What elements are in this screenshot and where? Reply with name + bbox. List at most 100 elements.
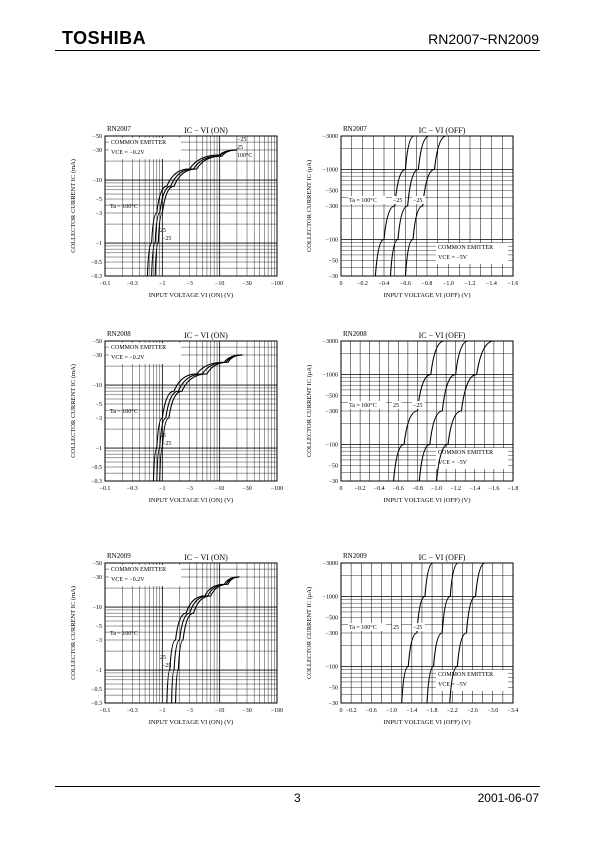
plot-frame xyxy=(104,135,278,277)
chart-6: 0 −0.2 −0.6 −1.0 −1.4 −1.8 −2.2 −2.6 −3.0 −3.4 −30… xyxy=(306,552,519,726)
series-line-1 xyxy=(374,135,415,277)
y-axis-label: COLLECTOR CURRENT IC (mA) xyxy=(70,159,77,253)
y-tick-label: −3 xyxy=(96,211,102,217)
x-axis-label: INPUT VOLTAGE VI (ON) (V) xyxy=(149,292,233,299)
y-tick-label: −30 xyxy=(329,274,338,280)
page-number: 3 xyxy=(294,791,301,805)
curve-labels: Ta = 100°C 25 −25 xyxy=(110,630,171,669)
y-tick-label: −500 xyxy=(326,615,338,621)
x-tick-label: −3 xyxy=(186,281,192,287)
x-tick-label: −1.8 xyxy=(427,708,438,714)
x-tick-label: −3.0 xyxy=(487,708,498,714)
x-tick-label: −1.0 xyxy=(431,486,442,492)
y-tick-label: −30 xyxy=(93,148,102,154)
x-tick-label: 0 xyxy=(340,486,343,492)
curve-labels: Ta = 100°C 25 −25 xyxy=(110,408,171,447)
plot-frame xyxy=(104,562,278,704)
note-vce: VCE = −5V xyxy=(438,255,468,261)
y-tick-label: −50 xyxy=(329,685,338,691)
y-tick-label: −1 xyxy=(96,668,102,674)
y-tick-label: −500 xyxy=(326,393,338,399)
y-tick-label: −50 xyxy=(329,258,338,264)
device-label: RN2009 xyxy=(343,552,367,560)
x-tick-label: 0 xyxy=(340,281,343,287)
x-tick-label: −1.2 xyxy=(465,281,476,287)
series-line-3 xyxy=(436,340,494,482)
note-common-emitter: COMMON EMITTER xyxy=(111,567,166,573)
series-group xyxy=(401,562,486,704)
y-axis-label: COLLECTOR CURRENT IC (μA) xyxy=(306,365,313,457)
y-tick-label: −30 xyxy=(93,575,102,581)
note-vce: VCE = −5V xyxy=(438,682,468,688)
x-tick-label: −3.4 xyxy=(508,708,519,714)
x-tick-label: −1.2 xyxy=(450,486,461,492)
y-tick-label: −5 xyxy=(96,197,102,203)
x-tick-label: −30 xyxy=(242,486,251,492)
y-tick-label: −500 xyxy=(326,188,338,194)
footer-rule xyxy=(55,786,540,787)
x-tick-label: −2.6 xyxy=(467,708,478,714)
x-tick-label: −100 xyxy=(271,281,283,287)
chart-title: IC − VI (ON) xyxy=(184,553,228,562)
y-tick-label: −50 xyxy=(93,561,102,567)
curve-label: −25 xyxy=(413,198,422,204)
y-tick-label: −3 xyxy=(96,416,102,422)
device-label: RN2009 xyxy=(107,552,131,560)
y-tick-label: −1000 xyxy=(323,167,338,173)
series-line-3 xyxy=(154,149,237,277)
y-tick-label: −300 xyxy=(326,631,338,637)
y-axis-label: COLLECTOR CURRENT IC (mA) xyxy=(70,586,77,680)
y-tick-label: −30 xyxy=(93,353,102,359)
grid xyxy=(104,562,277,704)
y-tick-label: −1000 xyxy=(323,594,338,600)
chart-title: IC − VI (OFF) xyxy=(419,553,466,562)
y-tick-label: −10 xyxy=(93,383,102,389)
y-tick-label: −0.5 xyxy=(91,465,102,471)
series-line-3 xyxy=(174,576,240,704)
chart-title: IC − VI (OFF) xyxy=(419,126,466,135)
chart-5: −0.1 −0.3 −1 −3 −10 −30 −100−50−30−10−5−3−1−0.… xyxy=(70,552,283,726)
note-common-emitter: COMMON EMITTER xyxy=(111,345,166,351)
series-group xyxy=(374,135,447,277)
curve-label: 100°C xyxy=(237,152,252,159)
x-axis-label: INPUT VOLTAGE VI (OFF) (V) xyxy=(384,719,471,726)
curve-label: −25 xyxy=(162,441,171,447)
y-axis-label: COLLECTOR CURRENT IC (μA) xyxy=(306,160,313,252)
series-line-1 xyxy=(393,340,445,482)
tick-labels: −0.1 −0.3 −1 −3 −10 −30 −100−50−30−10−5−3−1−0.… xyxy=(91,134,283,287)
y-tick-label: −100 xyxy=(326,237,338,243)
curve-label: Ta = 100°C xyxy=(349,197,377,204)
x-tick-label: −1.4 xyxy=(486,281,497,287)
grid xyxy=(104,135,277,277)
y-tick-label: −300 xyxy=(326,204,338,210)
y-tick-label: −300 xyxy=(326,409,338,415)
series-line-1 xyxy=(146,149,237,277)
x-tick-label: −3 xyxy=(186,708,192,714)
curve-labels: Ta = 100°C 25 −25 xyxy=(348,401,425,409)
x-tick-label: −1.8 xyxy=(508,486,519,492)
tick-labels: −0.1 −0.3 −1 −3 −10 −30 −100−50−30−10−5−3−1−0.… xyxy=(91,561,283,714)
chart-4: 0 −0.2 −0.4 −0.6 −0.8 −1.0 −1.2 −1.4 −1.6 −1.8 −30… xyxy=(306,330,519,504)
x-tick-label: −2.2 xyxy=(447,708,458,714)
y-axis-label: COLLECTOR CURRENT IC (mA) xyxy=(70,364,77,458)
curve-label: −25 xyxy=(393,198,402,204)
y-tick-label: −50 xyxy=(329,463,338,469)
y-tick-label: −0.3 xyxy=(91,274,102,280)
x-axis-label: INPUT VOLTAGE VI (OFF) (V) xyxy=(384,497,471,504)
x-tick-label: −1.0 xyxy=(386,708,397,714)
y-tick-label: −50 xyxy=(93,339,102,345)
y-tick-label: −30 xyxy=(329,701,338,707)
x-tick-label: −1 xyxy=(159,708,165,714)
x-tick-label: −0.1 xyxy=(100,486,111,492)
curve-labels: Ta = 100°C 25 −25 xyxy=(348,623,425,631)
x-tick-label: −10 xyxy=(215,281,224,287)
x-tick-label: −1.4 xyxy=(469,486,480,492)
x-axis-label: INPUT VOLTAGE VI (ON) (V) xyxy=(149,497,233,504)
x-tick-label: −10 xyxy=(215,708,224,714)
series-line-2 xyxy=(389,135,430,277)
x-tick-label: −0.2 xyxy=(346,708,357,714)
curve-label: 25 xyxy=(160,433,166,439)
x-tick-label: −30 xyxy=(242,708,251,714)
x-tick-label: −30 xyxy=(242,281,251,287)
chart-title: IC − VI (ON) xyxy=(184,331,228,340)
